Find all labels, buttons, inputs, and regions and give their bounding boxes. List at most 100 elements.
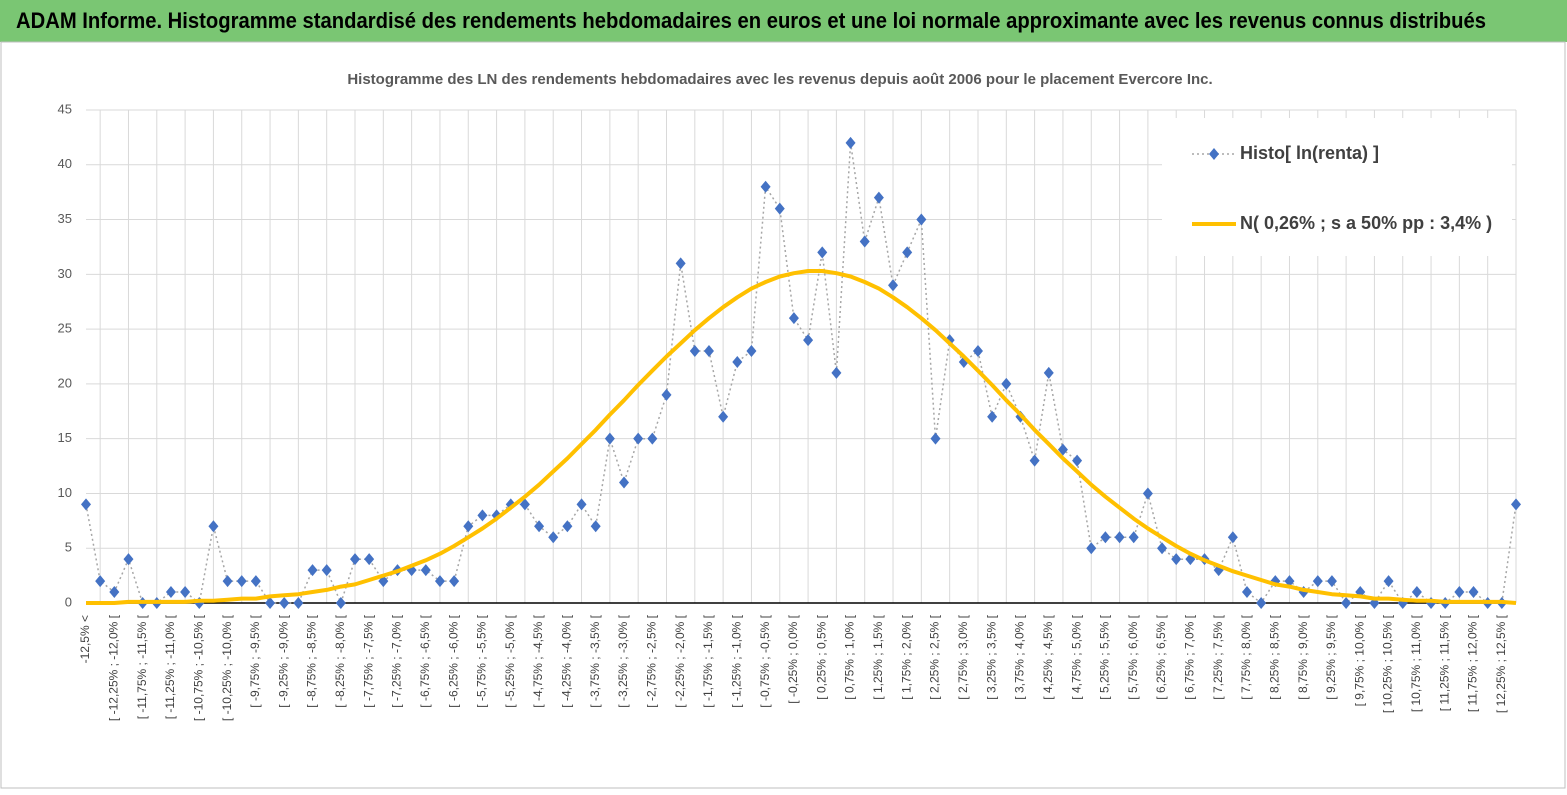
x-tick-label: [ -10,25% ; -10,0% [: [220, 614, 234, 721]
diamond-marker: [760, 180, 771, 193]
x-tick-label: [ 11,25% ; 11,5% [: [1437, 614, 1451, 711]
diamond-marker: [350, 553, 361, 566]
diamond-marker: [534, 520, 545, 533]
x-tick-label: [ 2,25% ; 2,5% [: [928, 614, 942, 699]
diamond-marker: [1411, 586, 1422, 599]
header-bar: [0, 0, 1567, 42]
diamond-marker: [845, 136, 856, 149]
diamond-marker: [888, 279, 899, 292]
diamond-marker: [675, 257, 686, 270]
diamond-marker: [902, 246, 913, 259]
diamond-marker: [477, 509, 488, 522]
x-tick-label: [ -11,75% ; -11,5% [: [135, 614, 149, 719]
x-tick-label: [ 8,25% ; 8,5% [: [1267, 614, 1281, 699]
diamond-marker: [732, 355, 743, 368]
chart-border: [0, 41, 1566, 789]
x-tick-label: [ 10,75% ; 11,0% [: [1409, 614, 1423, 712]
diamond-marker: [788, 312, 799, 325]
x-tick-label: [ -3,25% ; -3,0% [: [616, 614, 630, 707]
x-tick-label: [ 1,25% ; 1,5% [: [871, 614, 885, 699]
diamond-marker: [1383, 575, 1394, 588]
x-tick-label: [ 5,25% ; 5,5% [: [1098, 614, 1112, 699]
diamond-marker: [916, 213, 927, 226]
diamond-marker: [590, 520, 601, 533]
diamond-marker: [576, 498, 587, 511]
x-tick-label: [ -0,75% ; -0,5% [: [758, 614, 772, 707]
x-tick-label: [ 9,25% ; 9,5% [: [1324, 614, 1338, 699]
x-tick-label: [ -5,25% ; -5,0% [: [503, 614, 517, 707]
x-tick-label: [ -6,25% ; -6,0% [: [446, 614, 460, 707]
y-tick-label: 30: [58, 266, 72, 281]
diamond-marker: [236, 575, 247, 588]
x-tick-label: [ 12,25% ; 12,5% [: [1494, 614, 1508, 713]
diamond-marker: [689, 345, 700, 358]
diamond-marker: [1227, 531, 1238, 544]
x-tick-label: [ -3,75% ; -3,5% [: [588, 614, 602, 707]
x-tick-label: [ -5,75% ; -5,5% [: [475, 614, 489, 707]
x-tick-label: [ -4,25% ; -4,0% [: [560, 614, 574, 707]
x-tick-label: [ -2,25% ; -2,0% [: [673, 614, 687, 707]
x-tick-label: [ 2,75% ; 3,0% [: [956, 614, 970, 699]
x-tick-label: [ -0,25% ; 0,0% [: [786, 614, 800, 703]
x-tick-label: [ -1,25% ; -1,0% [: [729, 614, 743, 707]
diamond-marker: [746, 345, 757, 358]
diamond-marker: [562, 520, 573, 533]
x-tick-label: [ 10,25% ; 10,5% [: [1381, 614, 1395, 713]
legend-label: N( 0,26% ; s a 50% pp : 3,4% ): [1240, 213, 1492, 233]
diamond-marker: [1043, 366, 1054, 379]
diamond-marker: [208, 520, 219, 533]
diamond-marker: [1312, 575, 1323, 588]
diamond-marker: [1241, 586, 1252, 599]
legend-label: Histo[ ln(renta) ]: [1240, 143, 1379, 163]
x-tick-label: [ 3,25% ; 3,5% [: [984, 614, 998, 699]
diamond-marker: [831, 366, 842, 379]
y-tick-label: 40: [58, 156, 72, 171]
y-tick-label: 10: [58, 485, 72, 500]
x-tick-label: [ 4,75% ; 5,0% [: [1069, 614, 1083, 699]
x-tick-label: [ -12,25% ; -12,0% [: [106, 614, 120, 721]
diamond-marker: [1128, 531, 1139, 544]
diamond-marker: [335, 597, 346, 609]
diamond-marker: [718, 410, 729, 423]
diamond-marker: [930, 432, 941, 445]
diamond-marker: [165, 586, 176, 599]
diamond-marker: [873, 191, 884, 204]
diamond-marker: [972, 345, 983, 358]
diamond-marker: [1511, 498, 1521, 511]
diamond-marker: [1142, 487, 1153, 500]
y-tick-label: 5: [65, 540, 72, 555]
diamond-marker: [95, 575, 106, 588]
x-tick-label: [ 4,25% ; 4,5% [: [1041, 614, 1055, 699]
diamond-marker: [661, 388, 672, 401]
diamond-marker: [293, 597, 304, 609]
x-tick-label: [ -7,25% ; -7,0% [: [390, 614, 404, 707]
y-tick-label: 20: [58, 375, 72, 390]
x-tick-label: [ -9,25% ; -9,0% [: [276, 614, 290, 707]
diamond-marker: [250, 575, 261, 588]
diamond-marker: [364, 553, 375, 566]
diamond-marker: [420, 564, 431, 577]
diamond-marker: [123, 553, 134, 566]
x-tick-label: [ 11,75% ; 12,0% [: [1466, 614, 1480, 712]
diamond-marker: [1086, 542, 1097, 555]
diamond-marker: [222, 575, 233, 588]
diamond-marker: [1157, 542, 1168, 555]
diamond-marker: [1100, 531, 1111, 544]
diamond-marker: [1171, 553, 1182, 566]
diamond-marker: [109, 586, 120, 599]
x-tick-label: [ 6,25% ; 6,5% [: [1154, 614, 1168, 699]
x-tick-label: [ 9,75% ; 10,0% [: [1352, 614, 1366, 706]
diamond-marker: [265, 597, 276, 609]
diamond-marker: [548, 531, 559, 544]
diamond-marker: [1029, 454, 1040, 467]
diamond-marker: [987, 410, 998, 423]
x-tick-label: -12,5% <: [78, 615, 92, 663]
x-tick-label: [ -10,75% ; -10,5% [: [191, 614, 205, 721]
x-tick-label: [ -8,75% ; -8,5% [: [305, 614, 319, 707]
legend-swatch: [1209, 148, 1219, 160]
diamond-marker: [604, 432, 615, 445]
x-tick-label: [ 7,25% ; 7,5% [: [1211, 614, 1225, 699]
x-tick-label: [ -4,75% ; -4,5% [: [531, 614, 545, 707]
header-title: ADAM Informe. Histogramme standardisé de…: [16, 8, 1486, 33]
